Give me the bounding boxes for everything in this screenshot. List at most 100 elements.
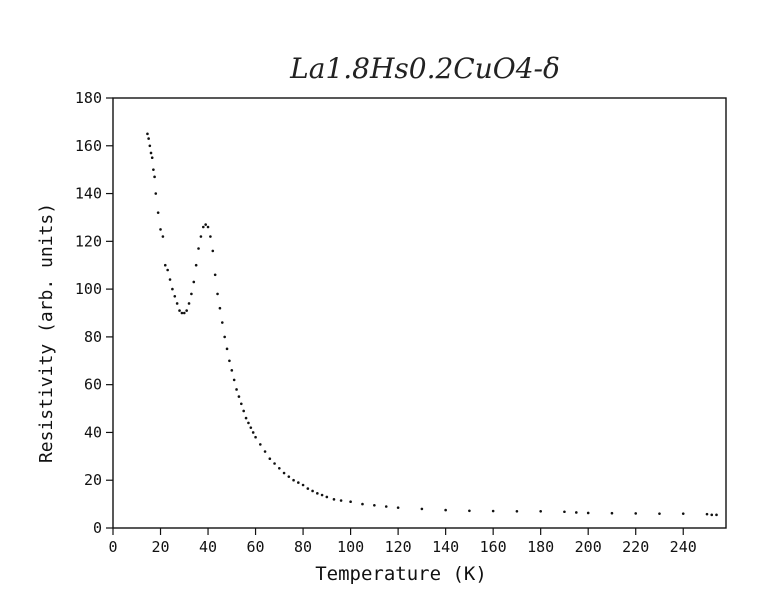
data-point	[159, 228, 162, 231]
data-point	[230, 369, 234, 372]
data-point	[153, 175, 156, 179]
data-point	[187, 302, 191, 305]
data-point	[218, 306, 222, 310]
data-point	[384, 505, 388, 508]
data-point	[311, 489, 314, 493]
x-tick-label: 240	[670, 538, 697, 556]
data-point	[163, 263, 167, 267]
data-point	[263, 450, 267, 453]
data-point	[154, 192, 158, 195]
data-point	[396, 506, 400, 509]
data-point	[235, 388, 238, 391]
data-point	[242, 409, 245, 413]
data-point	[444, 508, 447, 512]
x-tick-label: 180	[527, 538, 554, 556]
data-point	[194, 263, 198, 267]
y-tick-label: 120	[75, 232, 102, 250]
y-tick-label: 80	[84, 328, 102, 346]
data-point	[339, 499, 343, 502]
data-point	[610, 511, 614, 515]
data-point	[715, 513, 718, 517]
x-tick-label: 200	[575, 538, 602, 556]
x-axis: 0 20 40 60 80 100 120 140 160 180 200 220 240	[108, 528, 697, 556]
data-point	[223, 335, 226, 339]
x-tick-label: 60	[247, 538, 265, 556]
data-point	[182, 311, 186, 315]
data-point	[185, 309, 188, 312]
data-point	[710, 513, 714, 517]
data-point	[232, 378, 236, 382]
data-point	[634, 512, 638, 515]
data-point	[156, 211, 160, 214]
data-point	[216, 292, 219, 296]
y-tick-label: 160	[75, 137, 102, 155]
data-point	[292, 478, 295, 482]
data-point	[287, 475, 291, 478]
x-tick-label: 120	[385, 538, 412, 556]
data-point	[206, 225, 210, 229]
data-point	[173, 294, 177, 298]
data-point	[209, 235, 212, 238]
data-point	[244, 416, 248, 420]
data-point	[254, 435, 257, 439]
data-point	[349, 500, 352, 504]
data-point	[278, 466, 281, 470]
data-point	[301, 483, 305, 487]
y-tick-label: 40	[84, 423, 102, 441]
data-point	[240, 402, 243, 406]
data-point	[539, 509, 542, 513]
data-point	[273, 462, 276, 465]
data-point	[220, 321, 224, 324]
data-point	[681, 512, 685, 515]
data-point	[515, 509, 519, 513]
data-point	[658, 512, 661, 515]
data-point	[201, 225, 205, 229]
data-point	[197, 247, 200, 250]
data-point	[228, 359, 231, 363]
data-point	[149, 151, 153, 155]
x-tick-label: 100	[337, 538, 364, 556]
x-tick-label: 160	[480, 538, 507, 556]
data-point	[306, 487, 310, 490]
y-tick-label: 0	[93, 519, 102, 537]
y-tick-label: 140	[75, 185, 102, 203]
data-point	[225, 347, 229, 351]
data-point	[575, 511, 578, 514]
data-points	[146, 132, 718, 517]
plot-frame	[112, 97, 727, 529]
data-point	[171, 287, 174, 291]
data-point	[211, 249, 215, 253]
x-tick-label: 80	[294, 538, 312, 556]
data-point	[259, 443, 262, 446]
data-point	[320, 493, 324, 497]
data-point	[190, 292, 193, 296]
chart-title: La1.8Hs0.2CuO4-δ	[289, 52, 560, 85]
data-point	[166, 268, 169, 272]
data-point	[361, 502, 364, 506]
data-point	[148, 144, 152, 148]
data-point	[282, 471, 286, 475]
y-tick-label: 180	[75, 89, 102, 107]
data-point	[297, 481, 300, 484]
data-point	[178, 309, 181, 312]
data-point	[251, 431, 255, 434]
data-point	[325, 495, 329, 499]
data-point	[420, 507, 424, 511]
data-point	[146, 132, 149, 136]
data-point	[468, 509, 471, 513]
y-axis: 0 20 40 60 80 100 120 140 160 180	[75, 89, 113, 537]
data-point	[332, 498, 336, 501]
x-tick-label: 140	[432, 538, 459, 556]
data-point	[147, 137, 150, 140]
data-point	[213, 273, 217, 277]
data-point	[161, 235, 165, 238]
y-axis-label: Resistivity (arb. units)	[36, 203, 57, 463]
data-point	[199, 235, 203, 238]
data-point	[586, 511, 590, 515]
x-tick-label: 220	[622, 538, 649, 556]
data-point	[192, 280, 196, 284]
data-point	[168, 278, 172, 281]
data-point	[249, 426, 253, 429]
data-point	[373, 504, 376, 507]
data-point	[180, 311, 184, 315]
